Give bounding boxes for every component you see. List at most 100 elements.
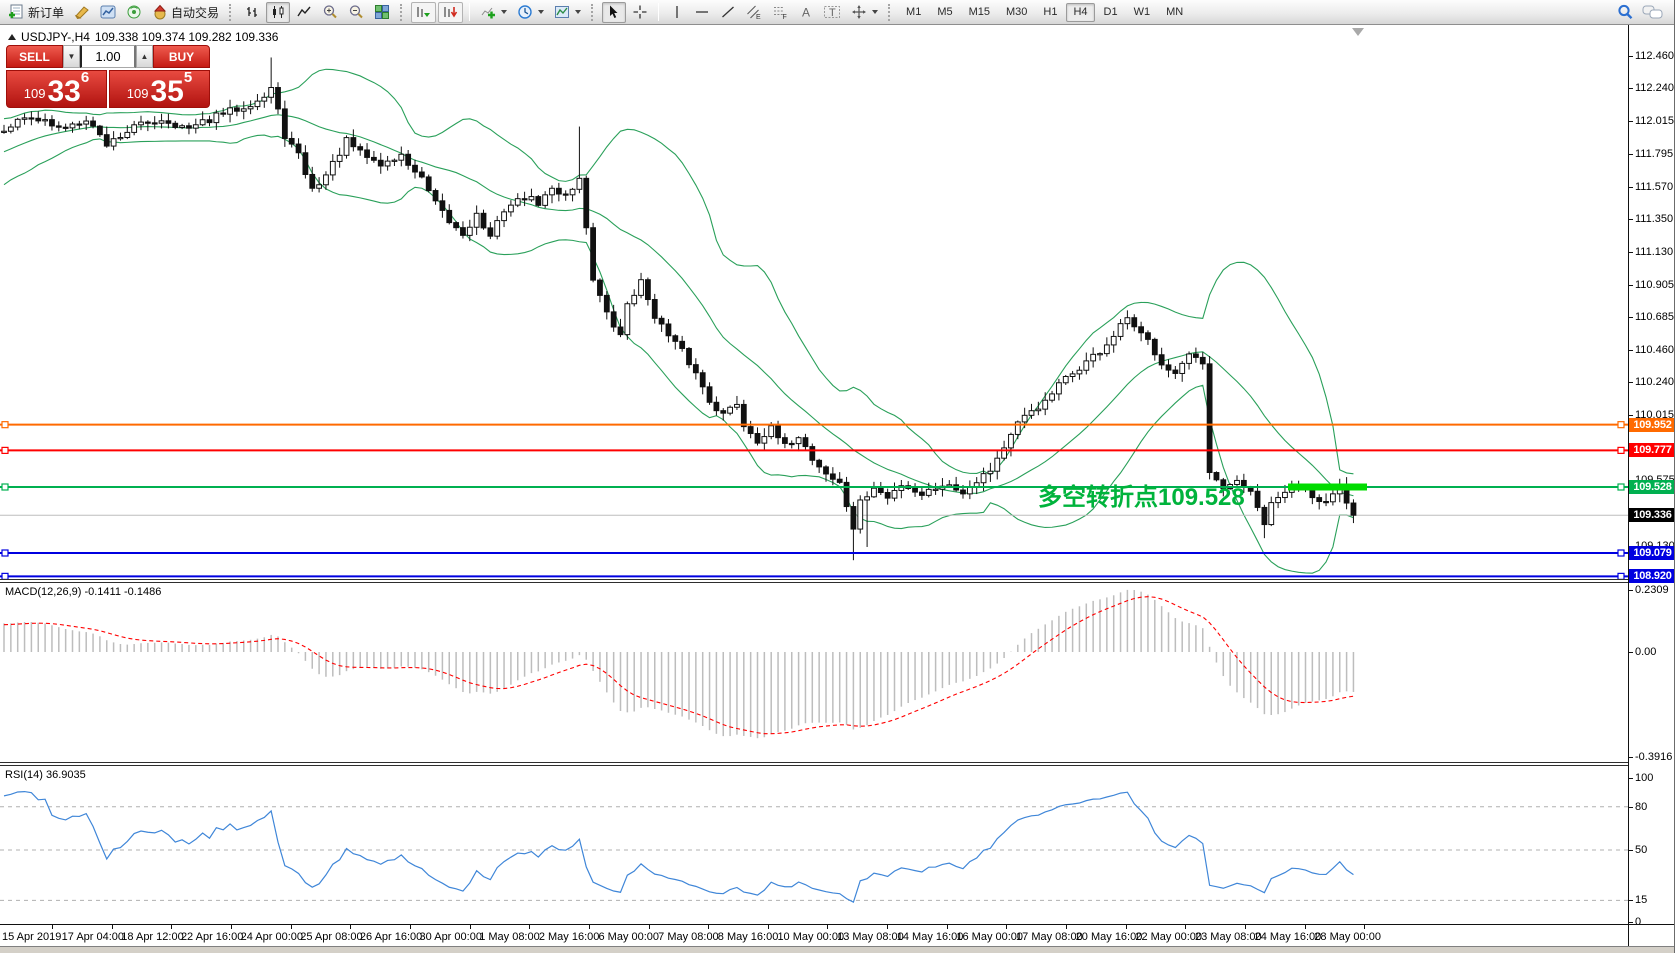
- toolbar-drag-handle[interactable]: [229, 3, 234, 21]
- rsi-canvas[interactable]: [0, 766, 1628, 924]
- trendline-button[interactable]: [716, 2, 740, 23]
- new-order-button[interactable]: 新订单: [4, 2, 68, 23]
- charts-button[interactable]: [96, 2, 120, 23]
- zoom-out-icon: [348, 4, 364, 20]
- rsi-indicator-pane[interactable]: RSI(14) 36.9035: [0, 766, 1628, 924]
- volume-input[interactable]: [80, 45, 136, 68]
- buy-button[interactable]: BUY: [153, 45, 210, 68]
- cursor-icon: [606, 4, 622, 20]
- symbol-expand-icon[interactable]: [8, 34, 16, 40]
- horizontal-line-button[interactable]: [690, 2, 714, 23]
- crosshair-button[interactable]: [628, 2, 652, 23]
- price-chart-pane[interactable]: USDJPY-,H4 109.338 109.374 109.282 109.3…: [0, 25, 1628, 579]
- price-axis-label: 110.015: [1635, 409, 1674, 422]
- time-axis[interactable]: 15 Apr 2019 17 Apr 04:00 18 Apr 12:00 22 Ap…: [0, 924, 1628, 946]
- line-handle[interactable]: [1617, 483, 1625, 491]
- chart-shift-button[interactable]: [438, 1, 464, 23]
- templates-button[interactable]: [550, 2, 585, 23]
- equidistant-channel-button[interactable]: E: [742, 2, 766, 23]
- price-axis-tick: [1629, 349, 1633, 351]
- sell-price-display[interactable]: 109 33 6: [6, 69, 107, 108]
- line-handle[interactable]: [1, 549, 9, 557]
- periods-button[interactable]: [513, 2, 548, 23]
- indicators-button[interactable]: [476, 2, 511, 23]
- time-axis-tick: [648, 925, 650, 929]
- sell-button[interactable]: SELL: [6, 45, 63, 68]
- volume-decrease-button[interactable]: ▼: [63, 45, 80, 68]
- bar-chart-button[interactable]: [240, 2, 264, 23]
- time-axis-tick: [350, 925, 352, 929]
- line-chart-button[interactable]: [292, 2, 316, 23]
- search-icon[interactable]: [1616, 3, 1634, 21]
- line-handle[interactable]: [1, 572, 9, 579]
- time-axis-label: 16 May 00:00: [956, 931, 1024, 943]
- price-chart-canvas[interactable]: [0, 25, 1628, 579]
- toolbar-drag-handle[interactable]: [400, 3, 405, 21]
- price-axis[interactable]: 112.460 112.240 112.015 111.795 111.570 111.3…: [1628, 25, 1674, 928]
- time-axis-label: 23 May 08:00: [1195, 931, 1262, 943]
- styler-button[interactable]: [70, 2, 94, 23]
- tab-timeframe-h1[interactable]: H1: [1043, 5, 1058, 18]
- tab-timeframe-h4[interactable]: H4: [1066, 2, 1095, 22]
- arrows-button[interactable]: [847, 2, 882, 23]
- line-handle[interactable]: [1617, 572, 1625, 579]
- autotrading-label: 自动交易: [171, 5, 220, 20]
- pane-splitter[interactable]: [0, 762, 1674, 766]
- macd-axis-tick: [1629, 652, 1633, 653]
- time-axis-tick: [529, 925, 531, 929]
- time-axis-tick: [409, 925, 411, 929]
- cursor-button[interactable]: [602, 1, 627, 23]
- buy-price-main: 35: [150, 74, 184, 108]
- tab-timeframe-mn[interactable]: MN: [1166, 5, 1184, 18]
- fibonacci-button[interactable]: F: [768, 2, 792, 23]
- tab-timeframe-m15[interactable]: M15: [968, 5, 990, 18]
- svg-text:E: E: [756, 14, 761, 20]
- vertical-line-button[interactable]: [665, 2, 688, 23]
- macd-indicator-pane[interactable]: MACD(12,26,9) -0.1411 -0.1486: [0, 583, 1628, 762]
- time-axis-label: 8 May 16:00: [717, 931, 779, 943]
- text-button[interactable]: A: [794, 2, 817, 23]
- signals-button[interactable]: [122, 2, 146, 23]
- highlight-segment[interactable]: [1288, 483, 1367, 491]
- line-handle[interactable]: [1, 483, 9, 491]
- candlestick-chart-button[interactable]: [266, 1, 291, 23]
- time-axis-label: 18 Apr 12:00: [121, 931, 184, 943]
- price-axis-tick: [1629, 382, 1633, 384]
- autotrading-button[interactable]: 自动交易: [148, 2, 223, 23]
- time-axis-label: 26 Apr 16:00: [359, 931, 423, 943]
- toolbar-drag-handle[interactable]: [591, 3, 596, 21]
- tab-timeframe-m5[interactable]: M5: [937, 5, 953, 18]
- buy-price-display[interactable]: 109 35 5: [109, 69, 210, 108]
- zoom-in-button[interactable]: [318, 2, 342, 23]
- time-axis-tick: [1245, 925, 1246, 929]
- svg-text:T: T: [829, 7, 836, 19]
- toolbar-drag-handle[interactable]: [888, 3, 893, 21]
- tab-timeframe-w1[interactable]: W1: [1133, 5, 1151, 18]
- volume-increase-button[interactable]: ▲: [136, 45, 153, 68]
- time-axis-tick: [111, 925, 113, 929]
- line-handle[interactable]: [1, 446, 9, 454]
- macd-axis-label: -0.3916: [1635, 751, 1673, 764]
- time-axis-tick: [1364, 925, 1366, 929]
- macd-axis-tick: [1629, 589, 1633, 591]
- line-handle[interactable]: [1, 421, 9, 429]
- chart-shift-marker-icon[interactable]: [1352, 28, 1364, 36]
- equidistant-channel-icon: E: [746, 4, 762, 20]
- tab-timeframe-m30[interactable]: M30: [1006, 5, 1028, 18]
- tab-timeframe-d1[interactable]: D1: [1103, 5, 1118, 18]
- line-handle[interactable]: [1617, 446, 1625, 454]
- toolbar-separator: [658, 3, 660, 21]
- auto-scroll-button[interactable]: [411, 1, 437, 23]
- pane-splitter[interactable]: [0, 579, 1674, 583]
- chat-icon[interactable]: [1642, 3, 1664, 21]
- trendline-icon: [720, 4, 736, 20]
- time-axis-label: 14 May 16:00: [896, 931, 964, 943]
- line-handle[interactable]: [1617, 549, 1625, 557]
- annotation-text[interactable]: 多空转折点109.528: [1038, 484, 1245, 511]
- tab-timeframe-m1[interactable]: M1: [906, 5, 922, 18]
- zoom-out-button[interactable]: [344, 2, 368, 23]
- macd-canvas[interactable]: [0, 583, 1628, 762]
- tile-windows-button[interactable]: [370, 2, 394, 23]
- line-handle[interactable]: [1617, 421, 1625, 429]
- text-label-button[interactable]: T: [819, 2, 845, 23]
